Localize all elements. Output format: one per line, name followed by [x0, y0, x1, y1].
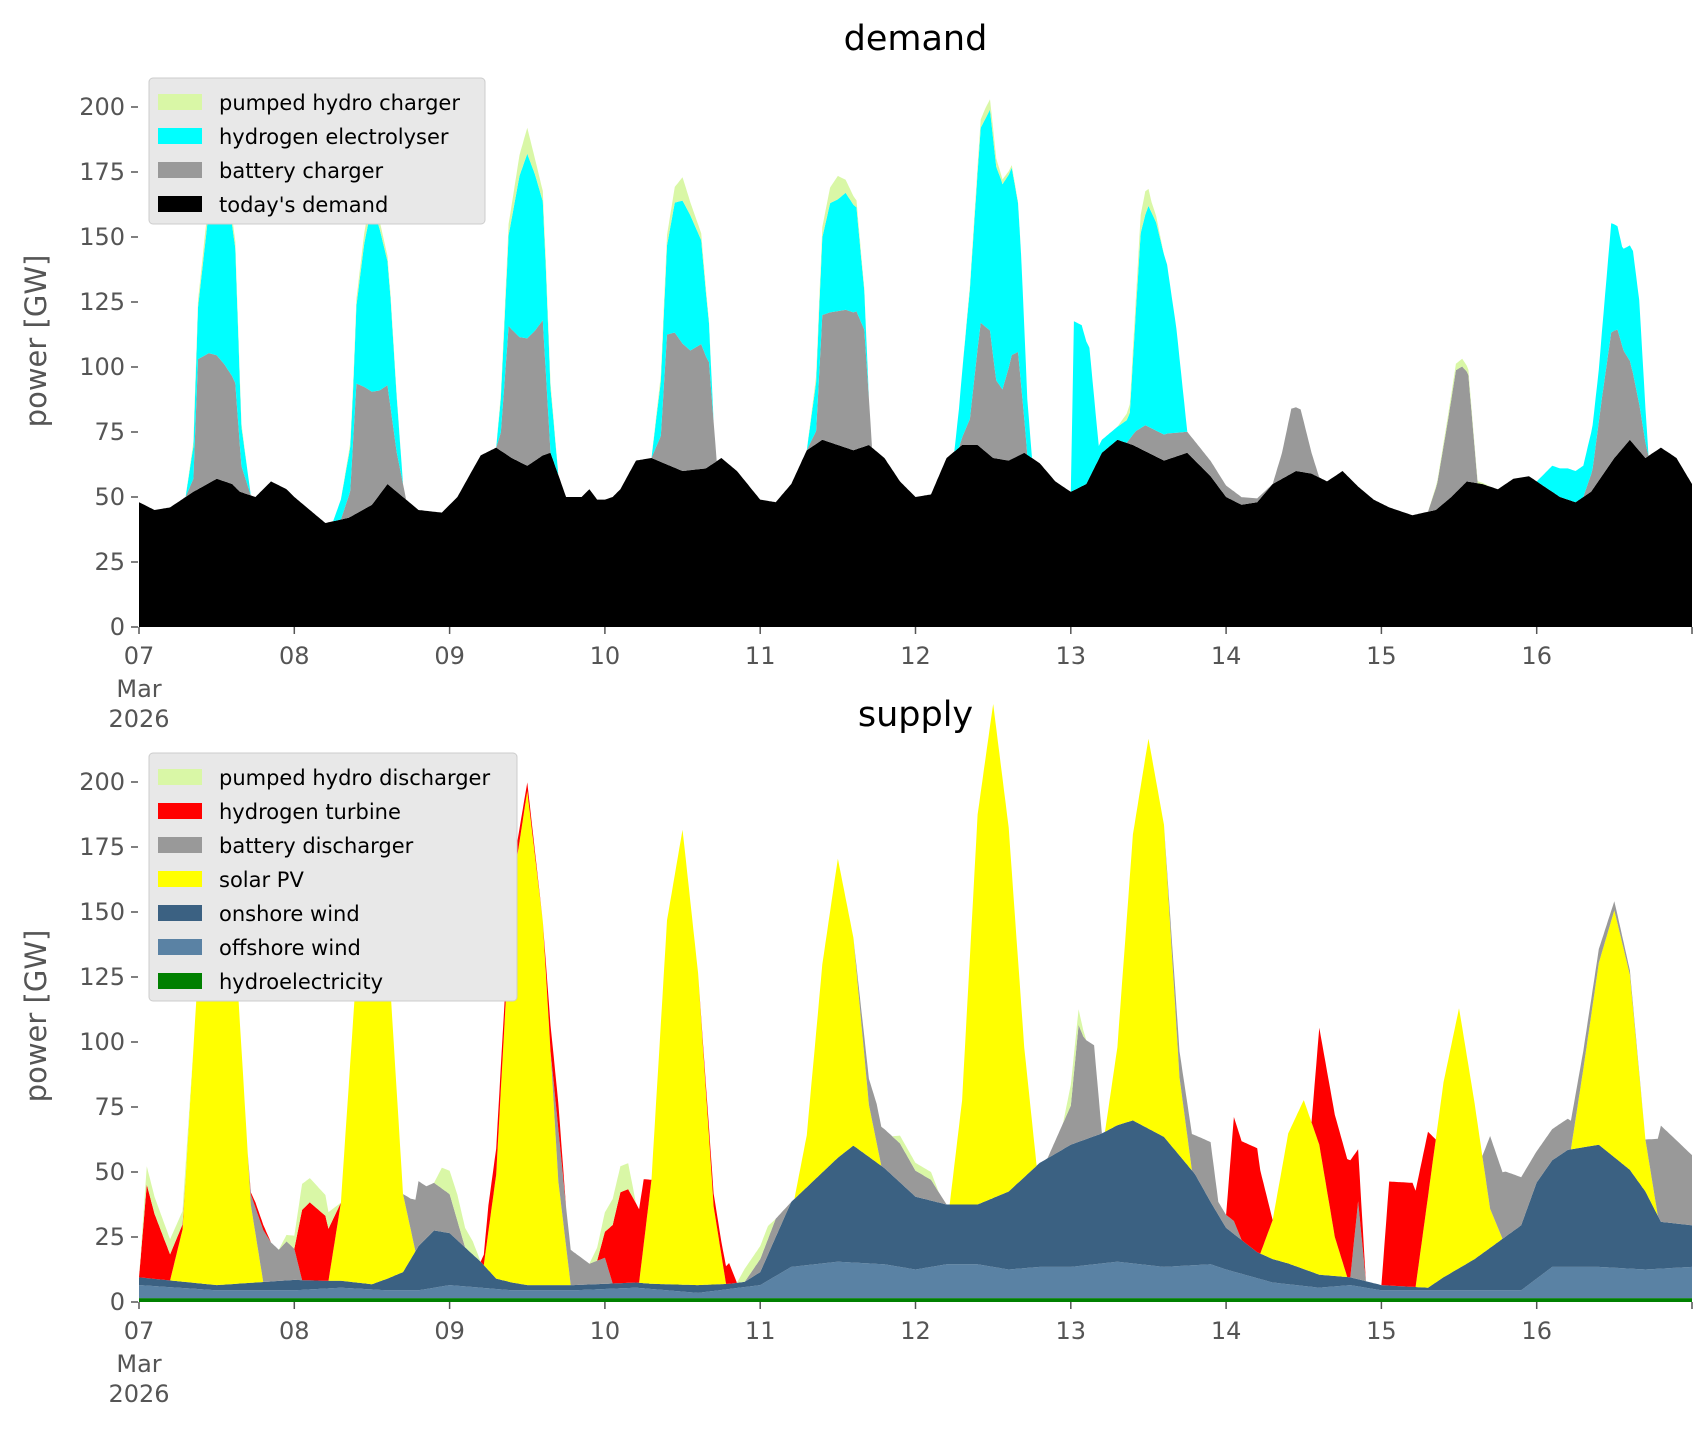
demand-y-tick-label: 200: [79, 93, 125, 121]
demand-legend-swatch-hydrogen-electrolyser: [158, 128, 202, 144]
demand-legend: pumped hydro charger hydrogen electrolyse…: [148, 77, 486, 225]
supply-legend-swatch-onshore-wind: [158, 905, 202, 921]
supply-x-tick-label: 07: [124, 1317, 155, 1345]
demand-legend-label-battery-charger: battery charger: [219, 159, 384, 183]
supply-y-axis: 0 25 50 75 100 125 150 175 200: [79, 768, 138, 1316]
supply-x-tick-label: 15: [1366, 1317, 1397, 1345]
demand-area-hydrogen-electrolyser: [139, 109, 1692, 523]
demand-x-tick-label: 10: [590, 642, 621, 670]
supply-y-tick-label: 100: [79, 1028, 125, 1056]
supply-x-tick-label: 08: [279, 1317, 310, 1345]
demand-y-axis-label: power [GW]: [19, 255, 53, 428]
supply-area-onshore-wind: [139, 1120, 1692, 1293]
supply-legend-swatch-pumped-hydro-discharger: [158, 769, 202, 785]
supply-legend-label-onshore-wind: onshore wind: [219, 902, 360, 926]
supply-y-axis-label: power [GW]: [19, 930, 53, 1103]
demand-x-tick-label: 09: [434, 642, 465, 670]
demand-legend-label-today-s-demand: today's demand: [219, 193, 388, 217]
supply-y-tick-label: 50: [94, 1158, 125, 1186]
demand-area-battery-charger: [139, 309, 1692, 523]
demand-y-tick-label: 100: [79, 353, 125, 381]
supply-y-tick-label: 0: [110, 1288, 125, 1316]
supply-legend-label-solar-pv: solar PV: [219, 868, 304, 892]
supply-legend-swatch-hydrogen-turbine: [158, 803, 202, 819]
demand-y-tick-label: 150: [79, 223, 125, 251]
supply-area-offshore-wind: [139, 1261, 1692, 1299]
demand-panel: demand 0 25 50 75 100 125 150 175 200 power [GW] 07…: [19, 19, 1693, 733]
supply-legend-label-hydroelectricity: hydroelectricity: [219, 970, 383, 994]
demand-x-tick-year: 2026: [108, 705, 169, 733]
supply-legend-swatch-hydroelectricity: [158, 973, 202, 989]
supply-x-tick-label: 14: [1211, 1317, 1242, 1345]
supply-area-solar-pv: [139, 704, 1692, 1288]
demand-x-tick-label: 12: [900, 642, 931, 670]
supply-x-tick-label: 12: [900, 1317, 931, 1345]
supply-x-tick-label: 10: [590, 1317, 621, 1345]
supply-y-tick-label: 125: [79, 963, 125, 991]
supply-area-pumped-hydro-discharger: [139, 704, 1692, 1286]
demand-x-tick-label: 11: [745, 642, 776, 670]
supply-area-hydroelectricity: [139, 1298, 1692, 1302]
demand-legend-swatch-today-s-demand: [158, 196, 202, 212]
demand-y-tick-label: 125: [79, 288, 125, 316]
demand-x-tick-label: 07: [124, 642, 155, 670]
supply-y-tick-label: 150: [79, 898, 125, 926]
supply-y-tick-label: 175: [79, 833, 125, 861]
demand-title: demand: [844, 19, 988, 59]
demand-x-tick-label: 14: [1211, 642, 1242, 670]
demand-y-axis: 0 25 50 75 100 125 150 175 200: [79, 93, 138, 641]
supply-x-tick-label: 13: [1056, 1317, 1087, 1345]
supply-x-tick-month: Mar: [116, 1350, 161, 1378]
demand-legend-box: [148, 77, 486, 225]
demand-y-tick-label: 75: [94, 418, 125, 446]
demand-x-tick-label: 15: [1366, 642, 1397, 670]
demand-legend-label-hydrogen-electrolyser: hydrogen electrolyser: [219, 125, 449, 149]
supply-areas: [139, 704, 1692, 1302]
supply-legend-label-battery-discharger: battery discharger: [219, 834, 414, 858]
supply-y-tick-label: 75: [94, 1093, 125, 1121]
demand-x-tick-label: 16: [1521, 642, 1552, 670]
demand-area-today-s-demand: [139, 439, 1692, 627]
demand-legend-label-pumped-hydro-charger: pumped hydro charger: [219, 91, 460, 115]
supply-x-tick-label: 09: [434, 1317, 465, 1345]
demand-y-tick-label: 50: [94, 483, 125, 511]
supply-legend-label-pumped-hydro-discharger: pumped hydro discharger: [219, 766, 490, 790]
supply-x-tick-year: 2026: [108, 1380, 169, 1408]
demand-y-tick-label: 25: [94, 548, 125, 576]
demand-x-tick-label: 13: [1056, 642, 1087, 670]
supply-legend-swatch-battery-discharger: [158, 837, 202, 853]
supply-x-tick-label: 11: [745, 1317, 776, 1345]
demand-legend-swatch-battery-charger: [158, 162, 202, 178]
demand-y-tick-label: 0: [110, 613, 125, 641]
supply-title: supply: [858, 695, 973, 735]
demand-x-tick-month: Mar: [116, 675, 161, 703]
supply-x-tick-label: 16: [1521, 1317, 1552, 1345]
supply-legend-swatch-offshore-wind: [158, 939, 202, 955]
demand-areas: [139, 99, 1692, 627]
demand-x-tick-label: 08: [279, 642, 310, 670]
supply-legend-label-offshore-wind: offshore wind: [219, 936, 361, 960]
demand-y-tick-label: 175: [79, 158, 125, 186]
demand-legend-swatch-pumped-hydro-charger: [158, 94, 202, 110]
supply-legend-swatch-solar-pv: [158, 871, 202, 887]
supply-panel: supply 0 25 50 75 100 125 150 175 200 power [GW] 07…: [19, 695, 1693, 1408]
supply-legend-label-hydrogen-turbine: hydrogen turbine: [219, 800, 401, 824]
supply-legend: pumped hydro discharger hydrogen turbine b…: [148, 752, 518, 1002]
supply-legend-box: [148, 752, 518, 1002]
supply-y-tick-label: 200: [79, 768, 125, 796]
supply-y-tick-label: 25: [94, 1223, 125, 1251]
